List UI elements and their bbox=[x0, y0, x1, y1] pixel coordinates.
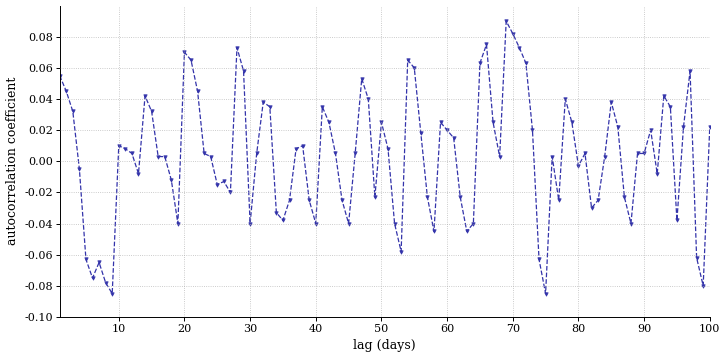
X-axis label: lag (days): lag (days) bbox=[354, 339, 416, 352]
Y-axis label: autocorrelation coefficient: autocorrelation coefficient bbox=[6, 77, 19, 246]
